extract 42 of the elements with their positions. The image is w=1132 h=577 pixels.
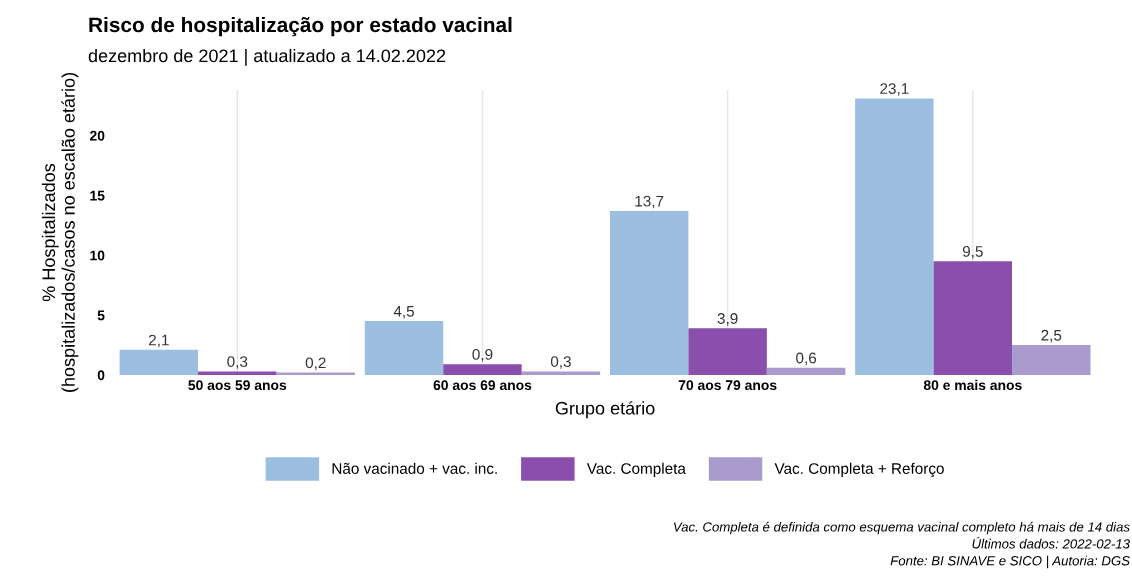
x-tick-label: 60 aos 69 anos	[433, 380, 532, 391]
data-label: 13,7	[635, 195, 664, 209]
data-label: 4,5	[393, 306, 414, 319]
data-label: 0,9	[472, 349, 493, 362]
bar	[766, 367, 846, 375]
data-label: 0,3	[550, 356, 571, 369]
bar	[443, 364, 522, 375]
x-tick-label: 50 aos 59 anos	[188, 380, 287, 391]
bar	[198, 371, 277, 375]
legend-label: Vac. Completa + Reforço	[774, 462, 944, 478]
x-tick-label: 80 e mais anos	[923, 379, 1022, 391]
legend-label: Vac. Completa	[586, 462, 686, 477]
y-tick-label: 15	[90, 190, 105, 201]
data-label: 9,5	[962, 246, 983, 259]
legend-label: Não vacinado + vac. inc.	[332, 462, 497, 474]
data-label: 23,1	[880, 83, 909, 96]
y-tick-label: 5	[97, 310, 105, 321]
y-tick-label: 20	[89, 130, 105, 141]
x-tick-label: 70 aos 79 anos	[678, 380, 777, 391]
data-label: 3,9	[717, 313, 738, 326]
bar	[933, 261, 1013, 375]
bar	[119, 349, 199, 375]
y-axis-title: % Hospitalizados (hospitalizados/casos no escalão etário)	[41, 73, 79, 392]
data-label: 2,1	[148, 334, 169, 348]
source-note: Fonte: BI SINAVE e SICO | Autoria: DGS	[890, 555, 1130, 569]
y-tick-label: 0	[97, 370, 105, 381]
bar	[688, 328, 767, 375]
bar	[364, 321, 444, 375]
text: Vac. Completa é definida como esquema vacinal completo há mais de 14 dias	[674, 521, 1130, 535]
chart-title: Risco de hospitalização por estado vacinal	[89, 16, 512, 37]
text: Últimos dados: 2022-02-13	[972, 536, 1130, 549]
y-tick-label: 10	[90, 250, 105, 261]
bar	[1012, 345, 1091, 375]
x-axis-title: Grupo etário	[555, 401, 655, 419]
chart-subtitle: dezembro de 2021 | atualizado a 14.02.2022	[88, 48, 446, 66]
bar	[609, 210, 689, 375]
data-label: 0,6	[796, 352, 817, 366]
data-label: 0,2	[305, 357, 326, 370]
bar	[521, 371, 601, 375]
data-label: 2,5	[1041, 329, 1062, 343]
bar	[855, 98, 934, 375]
data-label: 0,3	[227, 356, 248, 369]
